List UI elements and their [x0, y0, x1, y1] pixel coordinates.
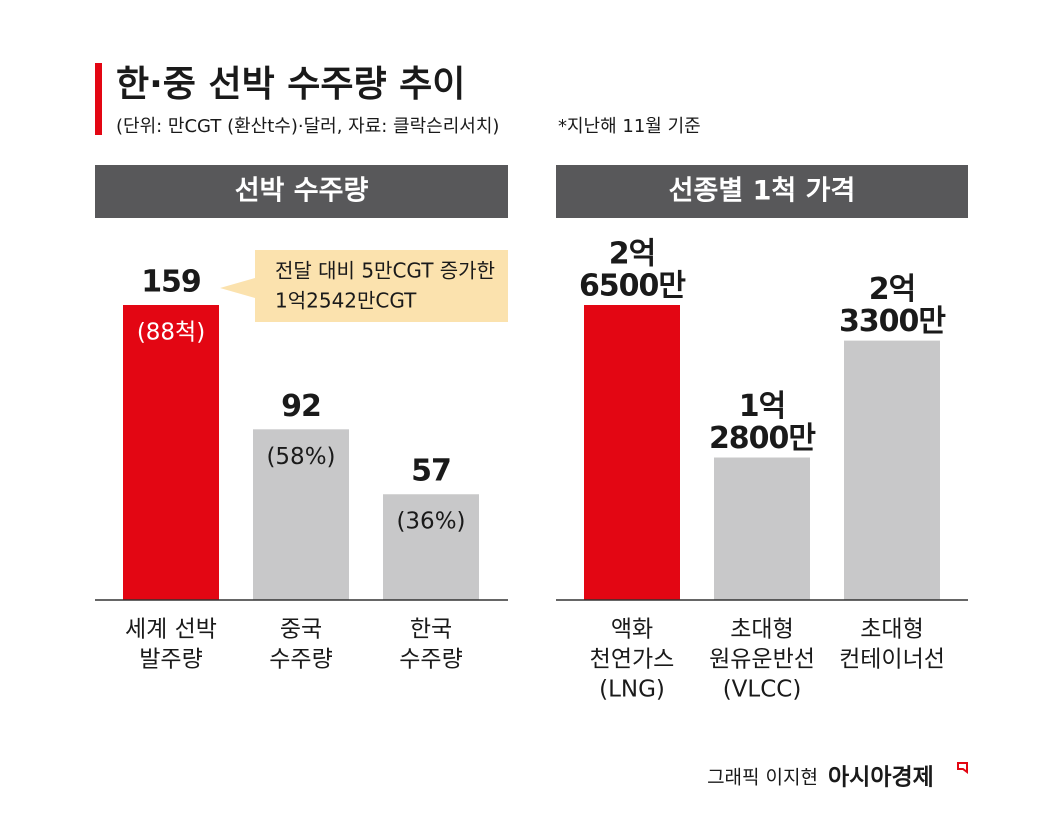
panel-title: 선종별 1척 가격 — [669, 176, 856, 207]
value-label: 159 — [141, 265, 201, 300]
brand-icon — [957, 762, 968, 774]
sub-label: (88척) — [137, 320, 205, 346]
panel-header — [556, 165, 968, 218]
bar — [253, 429, 349, 600]
value-label: 2억 — [869, 272, 915, 307]
category-label: 발주량 — [139, 647, 202, 673]
callout-box — [220, 250, 508, 322]
category-label: 수주량 — [399, 647, 462, 673]
title-accent — [95, 63, 102, 135]
value-label: 2억 — [609, 237, 655, 272]
value-label: 1억 — [739, 389, 785, 424]
value-label: 3300만 — [839, 304, 946, 339]
category-label: (VLCC) — [723, 677, 802, 703]
bar — [383, 494, 479, 600]
category-label: 천연가스 — [590, 647, 675, 673]
subtitle: (단위: 만CGT (환산t수)·달러, 자료: 클락슨리서치) — [116, 116, 499, 137]
category-label: 수주량 — [269, 647, 332, 673]
category-label: (LNG) — [599, 677, 665, 703]
panel-header — [95, 165, 508, 218]
credit-brand: 아시아경제 — [828, 765, 934, 791]
category-label: 초대형 — [860, 617, 923, 643]
category-label: 액화 — [611, 617, 653, 643]
category-label: 초대형 — [730, 617, 793, 643]
title: 한·중 선박 수주량 추이 — [116, 64, 465, 105]
bar — [123, 305, 219, 600]
sub-label: (36%) — [396, 509, 465, 535]
callout-text: 1억2542만CGT — [275, 289, 417, 313]
category-label: 한국 — [410, 617, 452, 643]
sub-label: (58%) — [266, 444, 335, 470]
credit-author: 그래픽 이지현 — [707, 767, 818, 789]
value-label: 92 — [281, 389, 321, 424]
value-label: 57 — [411, 454, 451, 489]
value-label: 2800만 — [709, 421, 816, 456]
category-label: 원유운반선 — [709, 647, 815, 673]
panel-title: 선박 수주량 — [235, 176, 369, 207]
category-label: 컨테이너선 — [839, 647, 945, 673]
note: *지난해 11월 기준 — [558, 116, 701, 137]
bar — [714, 457, 810, 600]
bar — [584, 305, 680, 600]
bar — [844, 340, 940, 600]
category-label: 세계 선박 — [125, 617, 217, 643]
callout-text: 전달 대비 5만CGT 증가한 — [275, 259, 495, 283]
value-label: 6500만 — [579, 269, 686, 304]
category-label: 중국 — [280, 617, 322, 643]
